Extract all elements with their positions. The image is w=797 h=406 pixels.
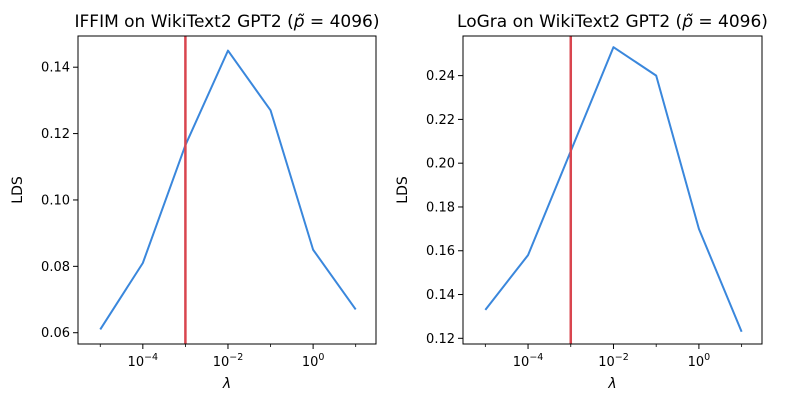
y-tick-label: 0.08: [41, 260, 70, 275]
x-tick-exponent: −2: [615, 352, 629, 363]
chart-title-suffix: = 4096): [305, 12, 380, 32]
x-tick-label: 10−2: [213, 352, 244, 370]
x-tick-base: 10: [688, 355, 705, 370]
chart-title: LoGra on WikiText2 GPT2 (p̃ = 4096): [457, 12, 768, 32]
x-tick-exponent: −4: [144, 352, 158, 363]
chart-1: IFFIM on WikiText2 GPT2 (p̃ = 4096) 0.06 0…: [10, 12, 379, 392]
x-tick-exponent: −2: [229, 352, 243, 363]
chart-2: LoGra on WikiText2 GPT2 (p̃ = 4096) 0.12 0…: [395, 12, 768, 392]
y-tick-label: 0.22: [426, 113, 455, 128]
x-tick-label: 100: [302, 352, 325, 370]
x-tick-base: 10: [213, 355, 230, 370]
plot-frame: [462, 35, 763, 345]
x-tick-label: 10−2: [598, 352, 629, 370]
x-axis-label: λ: [222, 376, 231, 392]
x-tick-label: 100: [688, 352, 711, 370]
y-axis-label: LDS: [395, 176, 411, 204]
x-tick-label: 10−4: [128, 352, 159, 370]
x-tick-exponent: 0: [318, 352, 324, 363]
chart-title-text: IFFIM on WikiText2 GPT2 (: [75, 12, 294, 32]
y-axis-label: LDS: [10, 176, 26, 204]
y-tick-label: 0.14: [426, 288, 455, 303]
y-tick-label: 0.10: [41, 193, 70, 208]
plot-frame: [77, 35, 377, 345]
x-tick-label: 10−4: [513, 352, 544, 370]
chart-title-symbol: p̃: [681, 12, 693, 32]
chart-title-symbol: p̃: [293, 12, 305, 32]
y-tick-label: 0.12: [426, 332, 455, 347]
x-tick-exponent: 0: [704, 352, 710, 363]
x-tick-exponent: −4: [529, 352, 543, 363]
y-tick-label: 0.12: [41, 127, 70, 142]
y-tick-label: 0.20: [426, 157, 455, 172]
y-tick-label: 0.06: [41, 326, 70, 341]
x-axis-label: λ: [607, 376, 616, 392]
series-line-1: [99, 49, 357, 330]
chart-title-suffix: = 4096): [693, 12, 768, 32]
y-tick-label: 0.18: [426, 200, 455, 215]
x-tick-base: 10: [302, 355, 319, 370]
x-tick-base: 10: [513, 355, 530, 370]
x-tick-base: 10: [598, 355, 615, 370]
series-line-1: [484, 46, 743, 333]
y-tick-label: 0.14: [41, 61, 70, 76]
x-tick-base: 10: [128, 355, 145, 370]
chart-title: IFFIM on WikiText2 GPT2 (p̃ = 4096): [75, 12, 380, 32]
y-tick-label: 0.16: [426, 244, 455, 259]
y-tick-label: 0.24: [426, 69, 455, 84]
chart-title-text: LoGra on WikiText2 GPT2 (: [457, 12, 682, 32]
